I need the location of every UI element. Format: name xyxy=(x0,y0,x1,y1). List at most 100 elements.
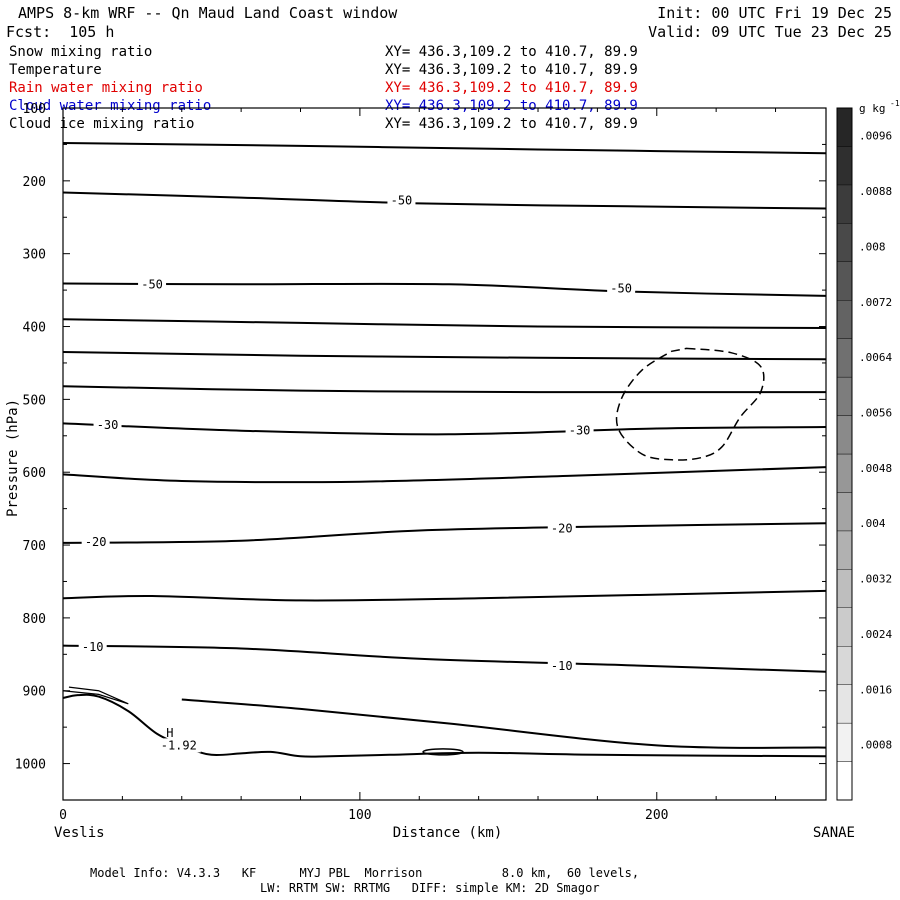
y-tick-label: 100 xyxy=(23,102,46,117)
contour-label: -30 xyxy=(569,424,591,438)
field-name: Cloud ice mixing ratio xyxy=(9,116,195,132)
colorbar-swatch xyxy=(836,530,853,570)
isotherm-line xyxy=(62,589,827,602)
colorbar-swatch xyxy=(836,646,853,685)
y-tick-label: 600 xyxy=(23,466,46,481)
colorbar-tick-label: .0088 xyxy=(859,185,892,198)
field-xy-range: XY= 436.3,109.2 to 410.7, 89.9 xyxy=(385,116,638,132)
contour-label-bg xyxy=(607,281,636,296)
colorbar-tick-label: .0016 xyxy=(859,683,892,696)
contour-label-bg xyxy=(93,417,122,432)
cloud-ice-contour xyxy=(615,347,765,461)
field-xy-range: XY= 436.3,109.2 to 410.7, 89.9 xyxy=(385,80,638,96)
colorbar-frame xyxy=(836,107,853,801)
colorbar-tick-label: .0056 xyxy=(859,406,892,419)
plot-frame xyxy=(62,107,827,801)
contour-label: -10 xyxy=(551,659,573,673)
snow-contour xyxy=(62,686,129,705)
colorbar-swatch xyxy=(836,569,853,608)
colorbar-tick-label: .0096 xyxy=(859,130,892,143)
isotherm-line xyxy=(62,351,827,361)
isotherm-line xyxy=(62,142,827,155)
contour-label: -50 xyxy=(141,277,163,291)
contour-label: -50 xyxy=(391,194,413,208)
isotherm-line xyxy=(181,698,827,749)
colorbar-tick-label: .0032 xyxy=(859,573,892,586)
y-tick-label: 500 xyxy=(23,393,46,408)
contour-label: -20 xyxy=(551,521,573,535)
colorbar-swatch xyxy=(836,492,853,532)
field-xy-range: XY= 436.3,109.2 to 410.7, 89.9 xyxy=(385,44,638,60)
isotherm-line xyxy=(62,422,827,436)
colorbar-swatch xyxy=(836,223,853,262)
y-tick-label: 700 xyxy=(23,539,46,554)
colorbar-tick-label: .0072 xyxy=(859,296,892,309)
contour-label-bg xyxy=(81,535,110,550)
init-time: Init: 00 UTC Fri 19 Dec 25 xyxy=(657,4,892,22)
isotherm-line xyxy=(62,318,827,329)
contour-label: -50 xyxy=(610,282,632,296)
isotherm-line xyxy=(62,466,827,484)
y-tick-label: 400 xyxy=(23,321,46,336)
y-tick-label: 300 xyxy=(23,248,46,263)
colorbar-unit: g kg xyxy=(859,102,886,115)
contour-label-bg xyxy=(156,738,201,753)
field-name: Temperature xyxy=(9,62,102,78)
field-name: Rain water mixing ratio xyxy=(9,80,203,96)
contour-label-bg xyxy=(565,423,594,438)
isotherm-line xyxy=(62,282,827,297)
colorbar-swatch xyxy=(836,453,853,493)
colorbar-tick-label: .008 xyxy=(859,240,886,253)
y-axis-label: Pressure (hPa) xyxy=(5,399,21,517)
colorbar-swatch xyxy=(836,107,853,147)
snow-contour xyxy=(422,748,464,756)
field-name: Cloud water mixing ratio xyxy=(9,98,212,114)
field-xy-range: XY= 436.3,109.2 to 410.7, 89.9 xyxy=(385,62,638,78)
contour-label: -30 xyxy=(97,418,119,432)
contour-label: -20 xyxy=(85,535,107,549)
y-tick-label: 1000 xyxy=(15,758,46,773)
colorbar-tick-label: .0008 xyxy=(859,739,892,752)
x-tick-label: 200 xyxy=(645,808,668,823)
contour-label: -10 xyxy=(82,640,104,654)
field-name: Snow mixing ratio xyxy=(9,44,153,60)
field-xy-range: XY= 436.3,109.2 to 410.7, 89.9 xyxy=(385,98,638,114)
y-tick-label: 200 xyxy=(23,175,46,190)
colorbar-swatch xyxy=(836,146,853,186)
colorbar-swatch xyxy=(836,415,853,455)
colorbar-swatch xyxy=(836,761,853,801)
colorbar-swatch xyxy=(836,722,853,762)
contour-label-bg xyxy=(547,658,576,673)
colorbar-swatch xyxy=(836,184,853,224)
contour-label-bg xyxy=(387,193,416,208)
x-axis-label: Distance (km) xyxy=(393,825,503,841)
colorbar-tick-label: .004 xyxy=(859,517,886,530)
x-tick-label: 0 xyxy=(59,808,67,823)
forecast-hour: Fcst: 105 h xyxy=(6,23,115,41)
isotherm-line xyxy=(62,385,827,394)
contour-label-bg xyxy=(78,640,107,655)
contour-label-bg xyxy=(547,521,576,536)
colorbar-swatch xyxy=(836,338,853,378)
isotherm-line xyxy=(62,191,827,210)
isotherm-line xyxy=(62,522,827,544)
colorbar-swatch xyxy=(836,607,853,647)
colorbar-tick-label: .0064 xyxy=(859,351,892,364)
x-tick-label: 100 xyxy=(348,808,371,823)
contour-label-bg xyxy=(138,277,167,292)
y-tick-label: 800 xyxy=(23,612,46,627)
x-end-location-label: SANAE xyxy=(813,825,855,841)
colorbar-tick-label: .0024 xyxy=(859,628,892,641)
footer-physics-info: LW: RRTM SW: RRTMG DIFF: simple KM: 2D S… xyxy=(260,881,600,895)
contour-label: H xyxy=(166,726,173,740)
colorbar-swatch xyxy=(836,261,853,301)
x-start-location-label: Veslis xyxy=(54,825,105,841)
isotherm-line xyxy=(62,644,827,673)
colorbar-swatch xyxy=(836,684,853,724)
contour-label: -1.92 xyxy=(161,738,197,752)
footer-model-info: Model Info: V4.3.3 KF MYJ PBL Morrison 8… xyxy=(90,866,640,880)
colorbar-swatch xyxy=(836,376,853,416)
valid-time: Valid: 09 UTC Tue 23 Dec 25 xyxy=(648,23,892,41)
y-tick-label: 900 xyxy=(23,685,46,700)
